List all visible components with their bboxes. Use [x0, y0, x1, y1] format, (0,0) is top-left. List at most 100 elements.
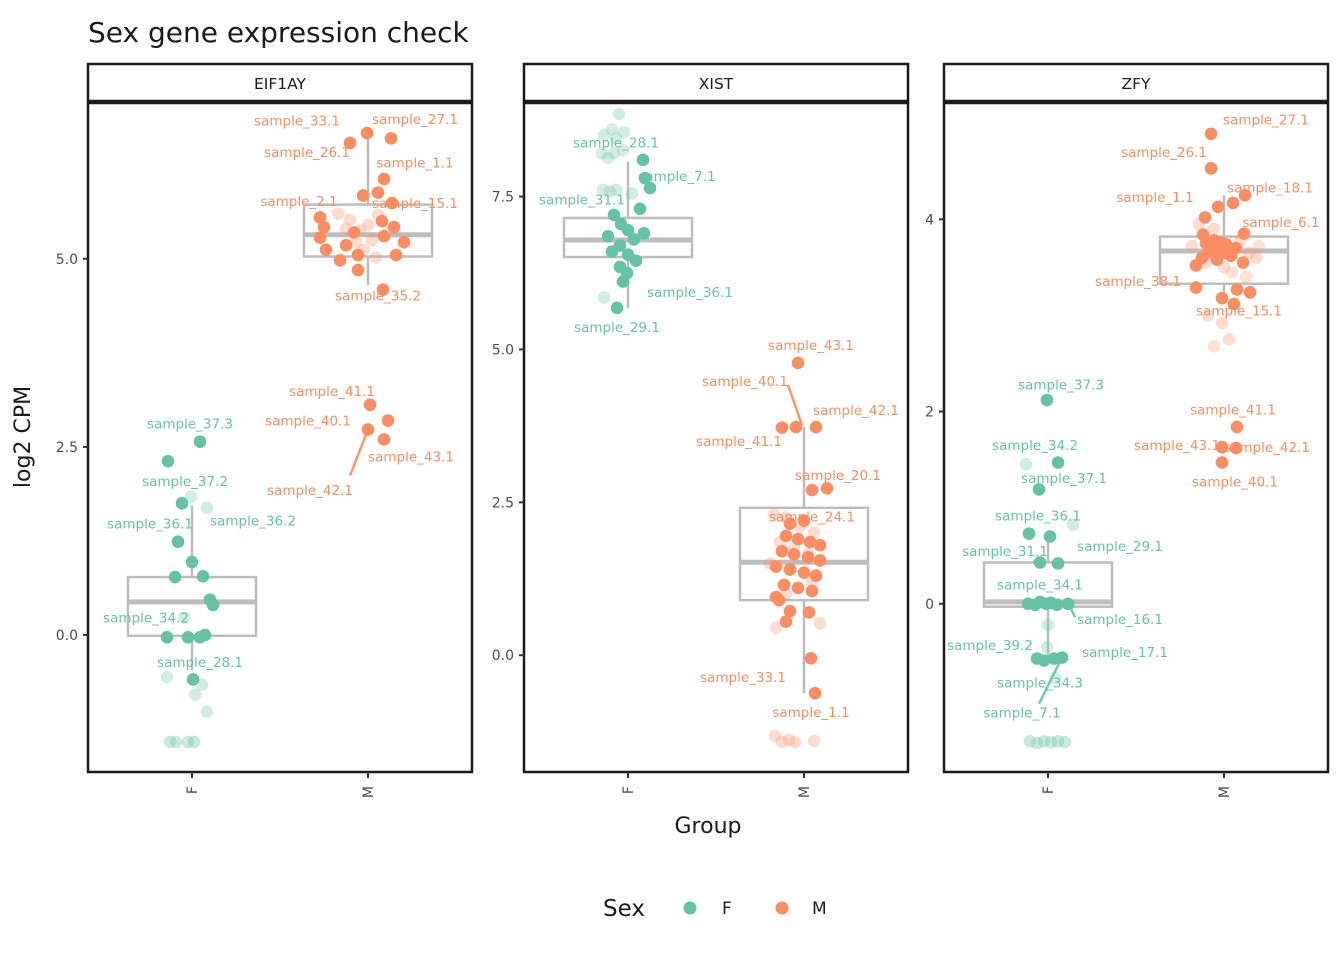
- data-point-m: [805, 575, 819, 589]
- sample-label: sample_43.1: [368, 450, 454, 466]
- data-point-f: [1019, 458, 1033, 471]
- data-point-m: [787, 547, 801, 561]
- sample-label: sample_27.1: [372, 112, 458, 128]
- data-point-m: [347, 226, 361, 239]
- sample-label: sample_36.2: [210, 514, 296, 530]
- y-tick-label: 5.0: [56, 252, 78, 268]
- sample-label: sample_39.2: [947, 638, 1033, 654]
- data-point-m: [804, 651, 818, 665]
- data-point-f: [1051, 557, 1065, 570]
- data-point-f: [188, 688, 202, 701]
- data-point-m: [808, 686, 822, 700]
- data-point-m: [1243, 286, 1257, 299]
- data-point-f: [1043, 530, 1057, 543]
- data-point-m: [1215, 440, 1229, 454]
- data-point-m: [1192, 217, 1206, 231]
- data-point-m: [1198, 211, 1212, 224]
- data-point-m: [769, 560, 783, 573]
- data-point-m: [805, 483, 819, 497]
- data-point-f: [1048, 671, 1062, 685]
- data-point-m: [797, 514, 811, 527]
- data-point-m: [1217, 261, 1231, 274]
- data-point-f: [200, 501, 214, 515]
- data-point-m: [1215, 456, 1229, 469]
- data-point-m: [313, 211, 327, 224]
- y-tick-label: 2.5: [56, 440, 78, 456]
- x-tick-label-m: M: [797, 786, 813, 798]
- data-point-m: [1237, 227, 1251, 241]
- data-point-m: [1189, 259, 1203, 272]
- box-m: [738, 506, 870, 602]
- data-point-m: [797, 566, 811, 579]
- data-point-m: [772, 593, 786, 607]
- data-point-m: [789, 420, 803, 434]
- data-point-m: [357, 243, 371, 257]
- sample-label: sample_1.1: [772, 705, 849, 721]
- data-point-m: [809, 569, 823, 583]
- legend-swatch-m: [775, 901, 789, 915]
- data-point-f: [637, 226, 651, 240]
- data-point-m: [353, 223, 367, 237]
- legend-swatch-f: [683, 901, 697, 915]
- sample-label: sample_18.1: [1227, 181, 1313, 197]
- data-point-m: [767, 508, 781, 521]
- data-point-m: [1252, 239, 1266, 253]
- data-point-m: [360, 126, 374, 140]
- data-point-f: [1040, 640, 1054, 654]
- strip-label-zfy: ZFY: [1121, 75, 1151, 93]
- data-point-m: [343, 136, 357, 150]
- data-point-m: [1222, 333, 1236, 346]
- sample-label: sample_7.1: [983, 705, 1060, 721]
- data-point-f: [1051, 734, 1065, 748]
- data-point-f: [616, 143, 630, 157]
- data-point-m: [787, 541, 801, 555]
- data-point-m: [356, 189, 370, 202]
- data-point-f: [168, 570, 182, 584]
- data-point-f: [187, 735, 201, 749]
- x-tick-label-f: F: [1041, 786, 1057, 794]
- data-point-m: [381, 414, 395, 427]
- sample-label: sample_37.2: [142, 474, 228, 490]
- data-point-f: [185, 555, 199, 569]
- data-point-m: [377, 172, 391, 186]
- data-point-f: [200, 705, 214, 719]
- data-point-m: [351, 263, 365, 277]
- data-point-m: [1207, 339, 1221, 353]
- data-point-m: [1229, 241, 1243, 255]
- panel-border: [942, 101, 1330, 774]
- data-point-m: [807, 734, 821, 748]
- data-point-m: [1226, 196, 1240, 210]
- data-point-f: [610, 301, 624, 315]
- sample-label: sample_37.1: [1021, 471, 1107, 487]
- data-point-f: [163, 735, 177, 749]
- data-point-f: [625, 187, 639, 200]
- data-point-m: [791, 581, 805, 595]
- data-point-m: [351, 248, 365, 262]
- sample-label: sample_36.1: [647, 285, 733, 301]
- data-point-m: [813, 617, 827, 630]
- x-tick-label-f: F: [621, 786, 637, 794]
- strip-box-eif1ay: [86, 62, 474, 103]
- sample-label: sample_31.1: [539, 193, 625, 209]
- data-point-f: [616, 275, 630, 288]
- sample-label: sample_34.1: [997, 578, 1083, 594]
- data-point-m: [802, 606, 816, 619]
- sample-label: sample_35.2: [335, 289, 421, 305]
- sample-label: sample_29.1: [574, 320, 660, 336]
- sample-label: sample_41.1: [289, 384, 375, 400]
- x-tick-label-m: M: [1217, 786, 1233, 798]
- data-point-f: [596, 183, 610, 197]
- data-point-m: [387, 220, 401, 234]
- label-leader-m: [348, 429, 370, 476]
- data-point-m: [371, 208, 385, 222]
- data-point-f: [609, 183, 623, 197]
- y-axis-title: log2 CPM: [11, 386, 36, 488]
- label-leader-f: [1037, 657, 1064, 705]
- data-point-m: [319, 243, 333, 257]
- data-point-m: [384, 132, 398, 145]
- y-tick-label: 0: [925, 597, 934, 613]
